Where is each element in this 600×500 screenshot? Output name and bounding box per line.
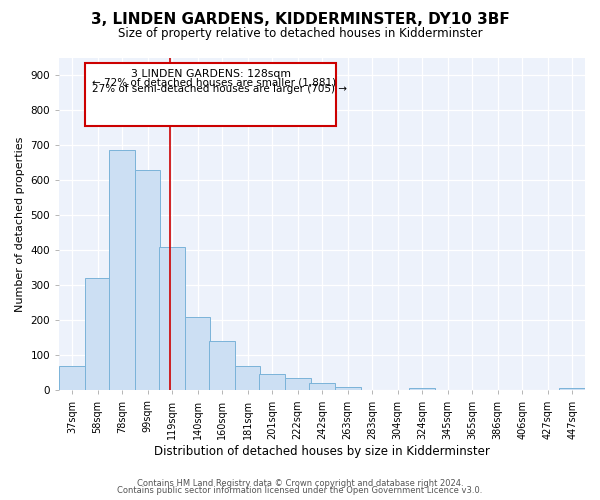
Bar	[285, 378, 311, 390]
Bar	[135, 170, 160, 390]
Bar	[59, 366, 85, 390]
Bar	[409, 388, 435, 390]
Bar	[85, 278, 110, 390]
Y-axis label: Number of detached properties: Number of detached properties	[15, 136, 25, 312]
Bar	[259, 374, 285, 390]
Bar	[185, 317, 211, 390]
Text: Contains HM Land Registry data © Crown copyright and database right 2024.: Contains HM Land Registry data © Crown c…	[137, 478, 463, 488]
Bar	[235, 366, 260, 390]
Bar	[559, 388, 585, 390]
Bar	[85, 63, 336, 126]
Bar	[309, 382, 335, 390]
Bar	[159, 246, 185, 390]
X-axis label: Distribution of detached houses by size in Kidderminster: Distribution of detached houses by size …	[154, 444, 490, 458]
Text: Size of property relative to detached houses in Kidderminster: Size of property relative to detached ho…	[118, 28, 482, 40]
Bar	[335, 387, 361, 390]
Text: 3, LINDEN GARDENS, KIDDERMINSTER, DY10 3BF: 3, LINDEN GARDENS, KIDDERMINSTER, DY10 3…	[91, 12, 509, 28]
Text: ← 72% of detached houses are smaller (1,881): ← 72% of detached houses are smaller (1,…	[92, 78, 335, 88]
Text: 27% of semi-detached houses are larger (705) →: 27% of semi-detached houses are larger (…	[92, 84, 347, 94]
Bar	[209, 342, 235, 390]
Text: Contains public sector information licensed under the Open Government Licence v3: Contains public sector information licen…	[118, 486, 482, 495]
Text: 3 LINDEN GARDENS: 128sqm: 3 LINDEN GARDENS: 128sqm	[131, 69, 291, 79]
Bar	[109, 150, 135, 390]
